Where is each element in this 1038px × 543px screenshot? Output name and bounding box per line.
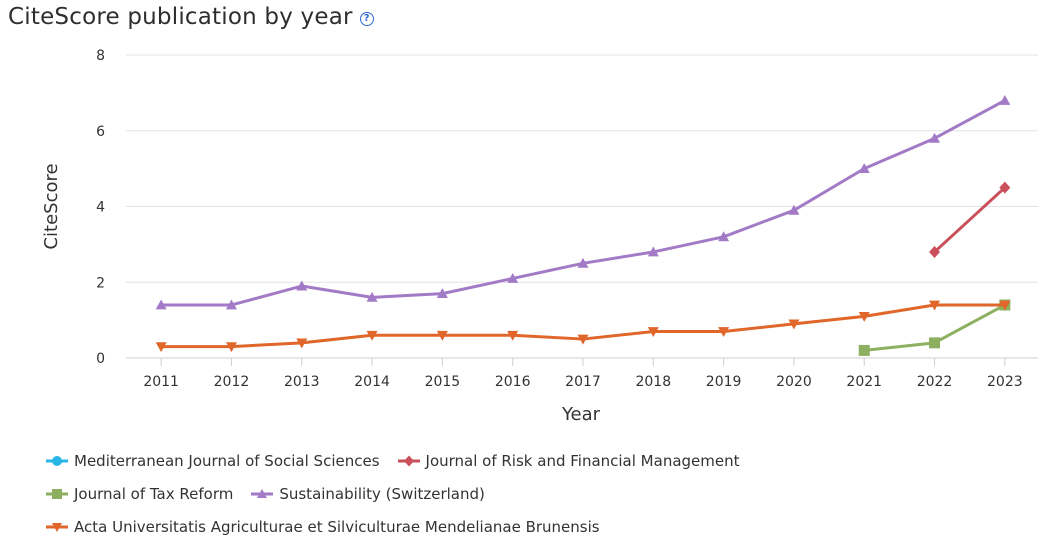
x-tick-label: 2021 [846, 374, 882, 390]
y-tick-label: 4 [96, 200, 105, 216]
legend-item[interactable]: Journal of Tax Reform [46, 485, 233, 503]
series-line [933, 186, 1006, 254]
data-point [507, 330, 519, 341]
data-point [858, 344, 870, 356]
x-tick-label: 2014 [354, 374, 390, 390]
data-point [225, 299, 237, 310]
legend-item[interactable]: Sustainability (Switzerland) [251, 485, 485, 503]
data-point [647, 327, 659, 337]
data-point [155, 342, 167, 353]
x-tick-label: 2011 [143, 374, 179, 390]
data-point [225, 342, 237, 353]
legend-marker [52, 522, 62, 532]
legend-marker [257, 488, 268, 498]
series-3 [155, 94, 1011, 310]
series-1 [929, 181, 1011, 258]
x-tick-label: 2015 [425, 374, 461, 390]
legend-symbol [251, 488, 274, 498]
legend-item[interactable]: Journal of Risk and Financial Management [397, 451, 740, 470]
x-tick-label: 2018 [635, 374, 671, 390]
legend-row: Acta Universitatis Agriculturae et Silvi… [46, 510, 758, 543]
x-tick-label: 2020 [776, 374, 812, 390]
help-icon[interactable]: ? [359, 11, 374, 26]
citescore-line-chart: 0 2 4 6 8 2011 2012 2013 2014 2015 2016 2017 2018 201… [41, 48, 1038, 425]
data-point [155, 299, 167, 310]
series-4 [155, 300, 1011, 353]
legend-symbol [397, 455, 420, 466]
x-tick-label: 2016 [495, 374, 531, 390]
data-point [999, 300, 1011, 311]
y-tick-label: 8 [96, 48, 105, 64]
legend-label: Mediterranean Journal of Social Sciences [74, 451, 380, 470]
data-point [929, 337, 941, 349]
legend-label: Journal of Risk and Financial Management [425, 451, 740, 470]
legend-label: Acta Universitatis Agriculturae et Silvi… [74, 517, 600, 536]
data-point [929, 300, 941, 311]
chart-legend: Mediterranean Journal of Social Sciences… [46, 444, 758, 543]
legend-marker [52, 488, 62, 499]
x-tick-label: 2013 [284, 374, 320, 390]
x-tick-label: 2022 [917, 374, 953, 390]
y-tick-label: 2 [96, 275, 105, 291]
legend-symbol [46, 488, 68, 499]
data-point [858, 311, 870, 322]
y-tick-label: 6 [96, 124, 105, 140]
x-tick-label: 2019 [706, 374, 742, 390]
data-point [366, 330, 378, 341]
data-point [999, 181, 1011, 194]
data-point [647, 246, 659, 257]
chart-title: CiteScore publication by year [8, 4, 353, 30]
data-point [577, 257, 589, 268]
legend-item[interactable]: Mediterranean Journal of Social Sciences [46, 452, 380, 470]
data-point [788, 319, 800, 330]
legend-marker [52, 455, 62, 466]
legend-row: Journal of Tax Reform Sustainability (Swi… [46, 477, 758, 510]
data-point [718, 231, 730, 242]
chart-title-row: CiteScore publication by year ? [8, 4, 374, 30]
x-tick-label: 2017 [565, 374, 601, 390]
data-point [858, 163, 870, 174]
data-point [296, 280, 308, 291]
data-point [507, 272, 519, 283]
data-point [436, 330, 448, 341]
legend-item[interactable]: Acta Universitatis Agriculturae et Silvi… [46, 518, 600, 536]
data-point [788, 204, 800, 215]
data-point [436, 288, 448, 299]
data-point [718, 327, 730, 337]
legend-label: Journal of Tax Reform [74, 484, 234, 503]
data-point [999, 94, 1011, 105]
y-axis-title: CiteScore [41, 163, 62, 249]
data-point [577, 334, 589, 345]
data-point [929, 132, 941, 143]
legend-label: Sustainability (Switzerland) [279, 484, 485, 503]
data-point [366, 291, 378, 302]
legend-symbol [46, 455, 68, 466]
x-axis-title: Year [561, 404, 601, 425]
legend-marker [403, 455, 414, 466]
legend-row: Mediterranean Journal of Social Sciences… [46, 444, 758, 477]
data-point [296, 338, 308, 349]
data-point [929, 245, 941, 258]
y-tick-label: 0 [96, 351, 105, 367]
x-tick-label: 2023 [987, 374, 1023, 390]
x-tick-label: 2012 [214, 374, 250, 390]
legend-symbol [46, 522, 68, 532]
